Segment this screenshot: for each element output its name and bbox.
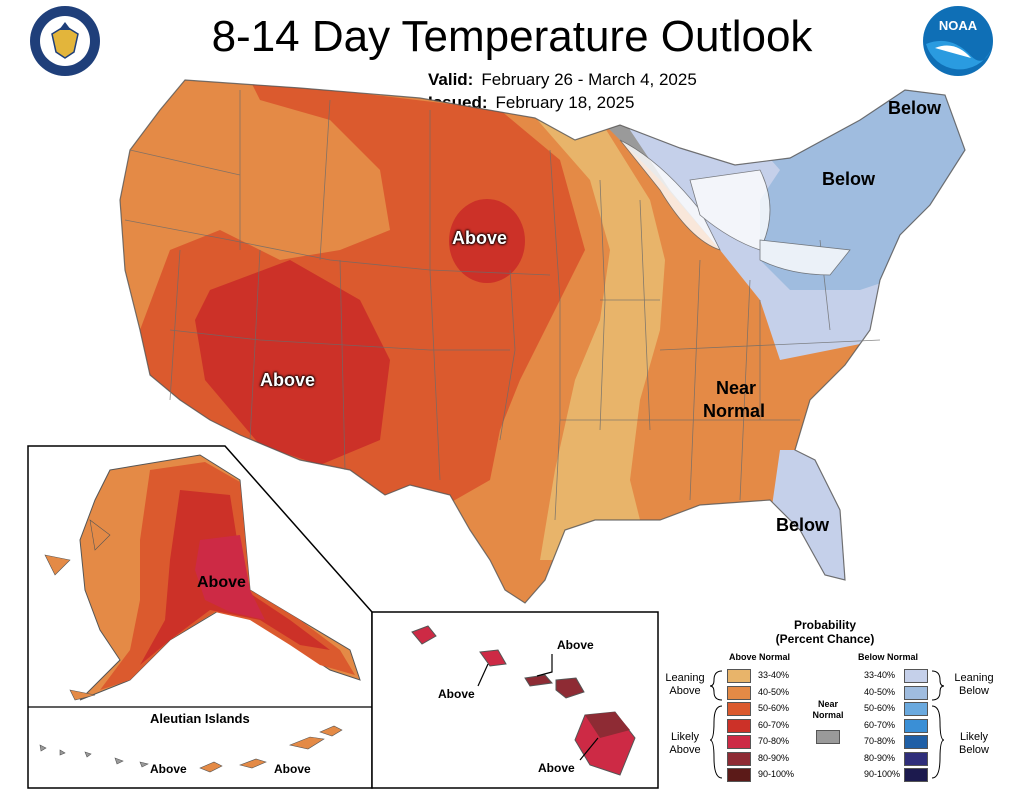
legend-below-swatch [904,735,928,749]
label-near-normal-2: Normal [703,401,766,421]
legend-above-swatch [727,735,751,749]
alaska-inset [27,445,373,789]
valid-label: Valid: [428,70,474,89]
legend-above-header: Above Normal [729,652,791,662]
legend-above-range: 80-90% [758,752,790,763]
legend-below-swatch [904,702,928,716]
legend-near-normal-2: Normal [812,710,844,720]
valid-line: Valid: February 26 - March 4, 2025 [428,70,697,90]
legend-below-swatch [904,751,928,766]
legend-leaning-below-1: Leaning [954,672,994,684]
legend-below-range: 90-100% [864,769,901,779]
legend-leaning-above-2: Above [669,685,701,697]
legend-near-normal-swatch [816,730,840,744]
page-title: 8-14 Day Temperature Outlook [211,12,813,61]
legend-below-swatch [904,669,928,683]
legend-above-swatch [727,718,751,733]
label-above-north: Above [452,228,508,248]
legend-likely-below-1: Likely [959,731,989,743]
label-aleutian-title: Aleutian Islands [150,711,250,726]
valid-dates: February 26 - March 4, 2025 [481,70,697,89]
label-above-southwest: Above [260,370,316,390]
legend-above-range: 33-40% [758,670,790,680]
noaa-logo: NOAA [923,6,993,76]
legend-likely-below-2: Below [959,744,989,756]
legend-leaning-below-2: Below [959,685,989,697]
legend-below-swatch [904,768,928,782]
legend-below-range: 50-60% [864,703,896,713]
legend-below-range: 40-50% [864,686,896,697]
legend-leaning-above-1: Leaning [665,672,705,684]
label-hawaii-above-3: Above [538,761,575,775]
legend-leaning-above: Leaning Above [660,672,710,698]
label-alaska-above: Above [197,574,246,591]
legend-likely-above-1: Likely [670,731,700,743]
legend-title: Probability (Percent Chance) [700,618,950,646]
label-aleutian-above-1: Above [150,762,187,776]
legend-near-normal: Near Normal [803,699,853,721]
legend-likely-below: Likely Below [948,731,1000,757]
legend-above-swatch [727,751,751,766]
legend-likely-above: Likely Above [660,731,710,757]
legend-likely-above-2: Above [669,744,701,756]
legend-below-range: 33-40% [864,670,896,680]
legend-below-header: Below Normal [858,652,919,662]
legend-above-swatch [727,702,751,716]
label-near-normal-1: Near [716,378,757,398]
legend-above-range: 60-70% [758,719,790,730]
label-below-maine: Below [888,98,942,118]
legend-near-normal-1: Near [817,699,838,709]
legend-below-range: 80-90% [864,752,896,763]
legend-title-line1: Probability [793,618,856,632]
legend-below-swatch [904,685,928,700]
label-hawaii-above-1: Above [557,638,594,652]
label-below-florida: Below [776,515,830,535]
legend-above-range: 40-50% [758,686,790,697]
label-below-northeast: Below [822,169,876,189]
legend-above-swatch [727,768,751,782]
label-aleutian-above-2: Above [274,762,311,776]
legend-above-range: 90-100% [758,769,795,779]
legend-below-range: 60-70% [864,719,896,730]
legend-title-line2: (Percent Chance) [775,632,875,646]
issued-date: February 18, 2025 [495,93,635,112]
legend-below-range: 70-80% [864,736,896,746]
legend-above-range: 50-60% [758,703,790,713]
state-borders [119,79,966,604]
legend-above-range: 70-80% [758,736,790,746]
legend-above-swatch [727,669,751,683]
label-hawaii-above-2: Above [438,687,475,701]
department-of-commerce-seal [30,6,100,76]
legend-below-swatch [904,718,928,733]
legend-above-swatch [727,685,751,700]
hawaii-inset [371,611,659,789]
legend-leaning-below: Leaning Below [948,672,1000,698]
svg-text:NOAA: NOAA [939,18,978,33]
